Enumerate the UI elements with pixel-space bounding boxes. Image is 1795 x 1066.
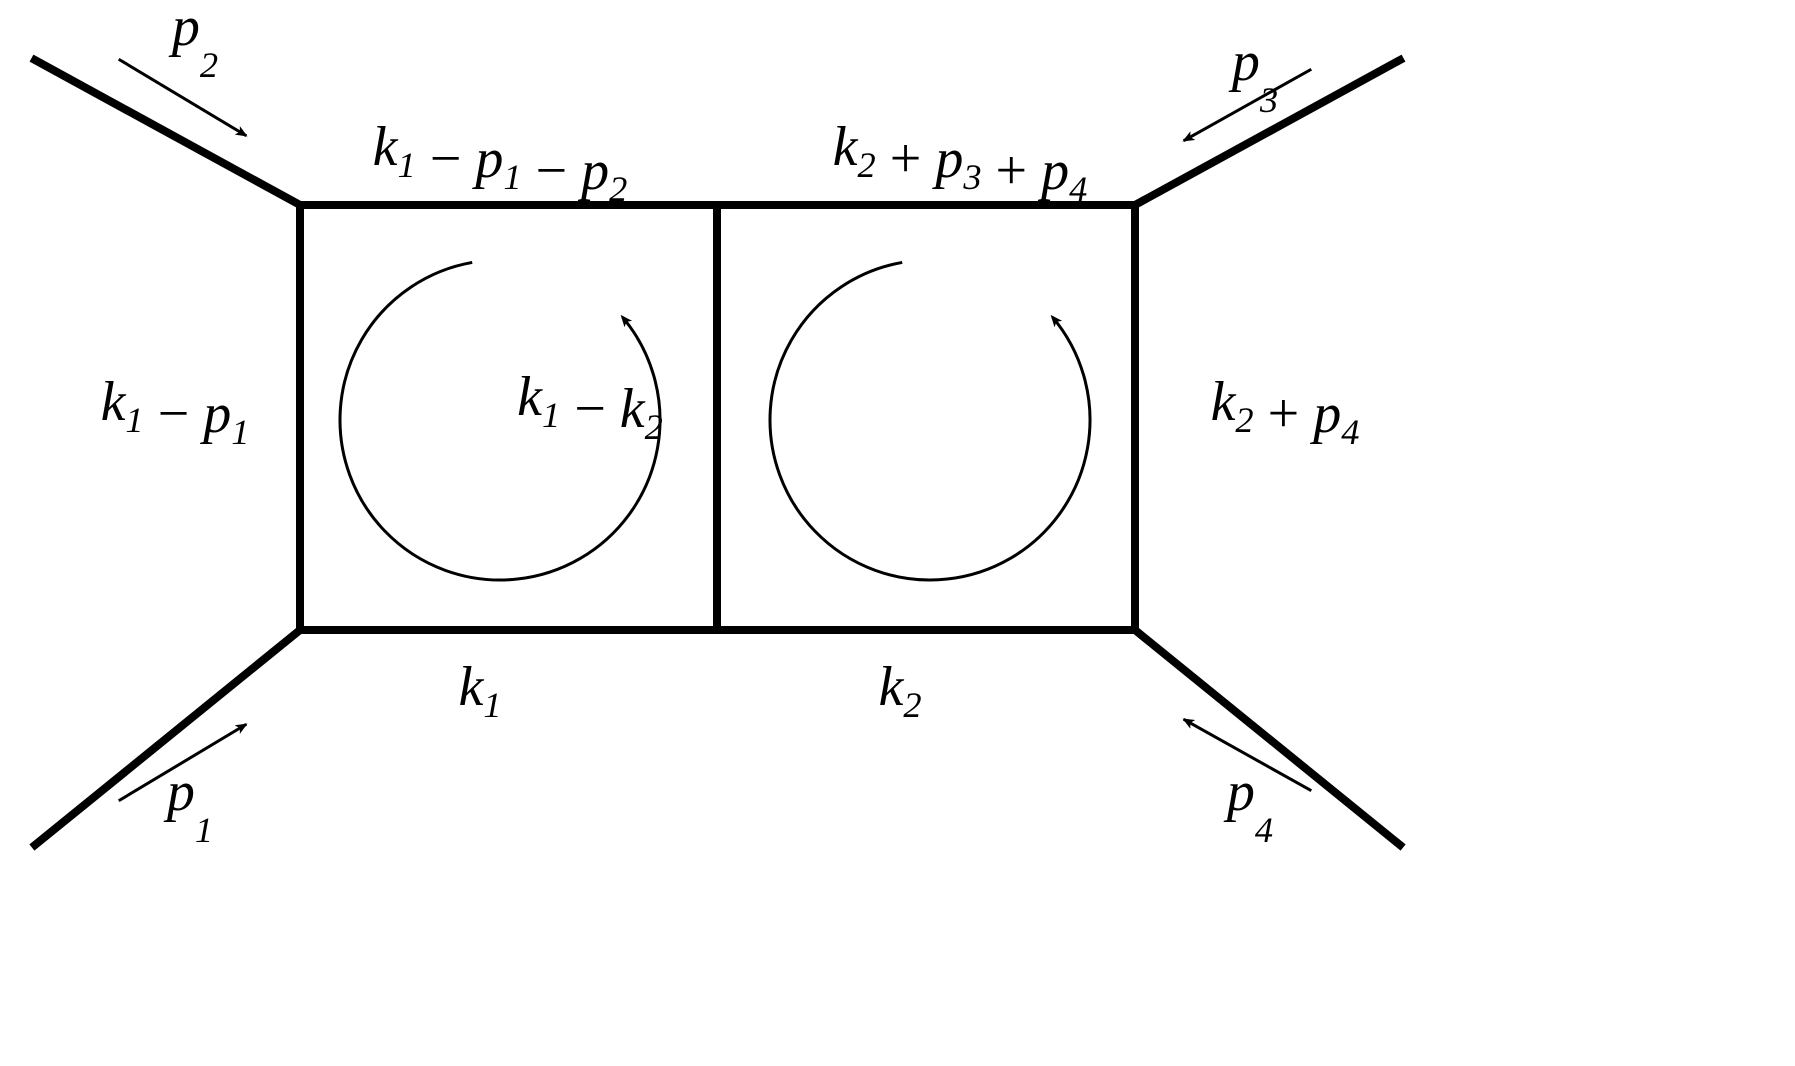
label-left: k1 − p1	[101, 371, 250, 452]
label-p3: p3	[1228, 31, 1278, 120]
label-right: k2 + p4	[1211, 371, 1360, 452]
label-bottom_right: k2	[878, 656, 921, 725]
label-bottom_left: k1	[458, 656, 501, 725]
label-p4: p4	[1223, 761, 1273, 850]
label-top_left: k1 − p1 − p2	[373, 116, 628, 209]
label-middle: k1 − k2	[517, 366, 663, 447]
label-p2: p2	[168, 0, 218, 85]
labels-layer: p1 p2 p3 p4 k1 − p1 k2 + p4 k1 − k2 k1 − p1 − p…	[101, 0, 1360, 850]
momentum-arrow-p2	[120, 60, 245, 135]
feynman-diagram: p1 p2 p3 p4 k1 − p1 k2 + p4 k1 − k2 k1 − p1 − p…	[0, 0, 1795, 1066]
label-p1: p1	[163, 761, 213, 850]
label-top_right: k2 + p3 + p4	[833, 116, 1088, 209]
loop-arrow-2	[770, 262, 1090, 580]
external-leg-p2	[35, 60, 300, 205]
